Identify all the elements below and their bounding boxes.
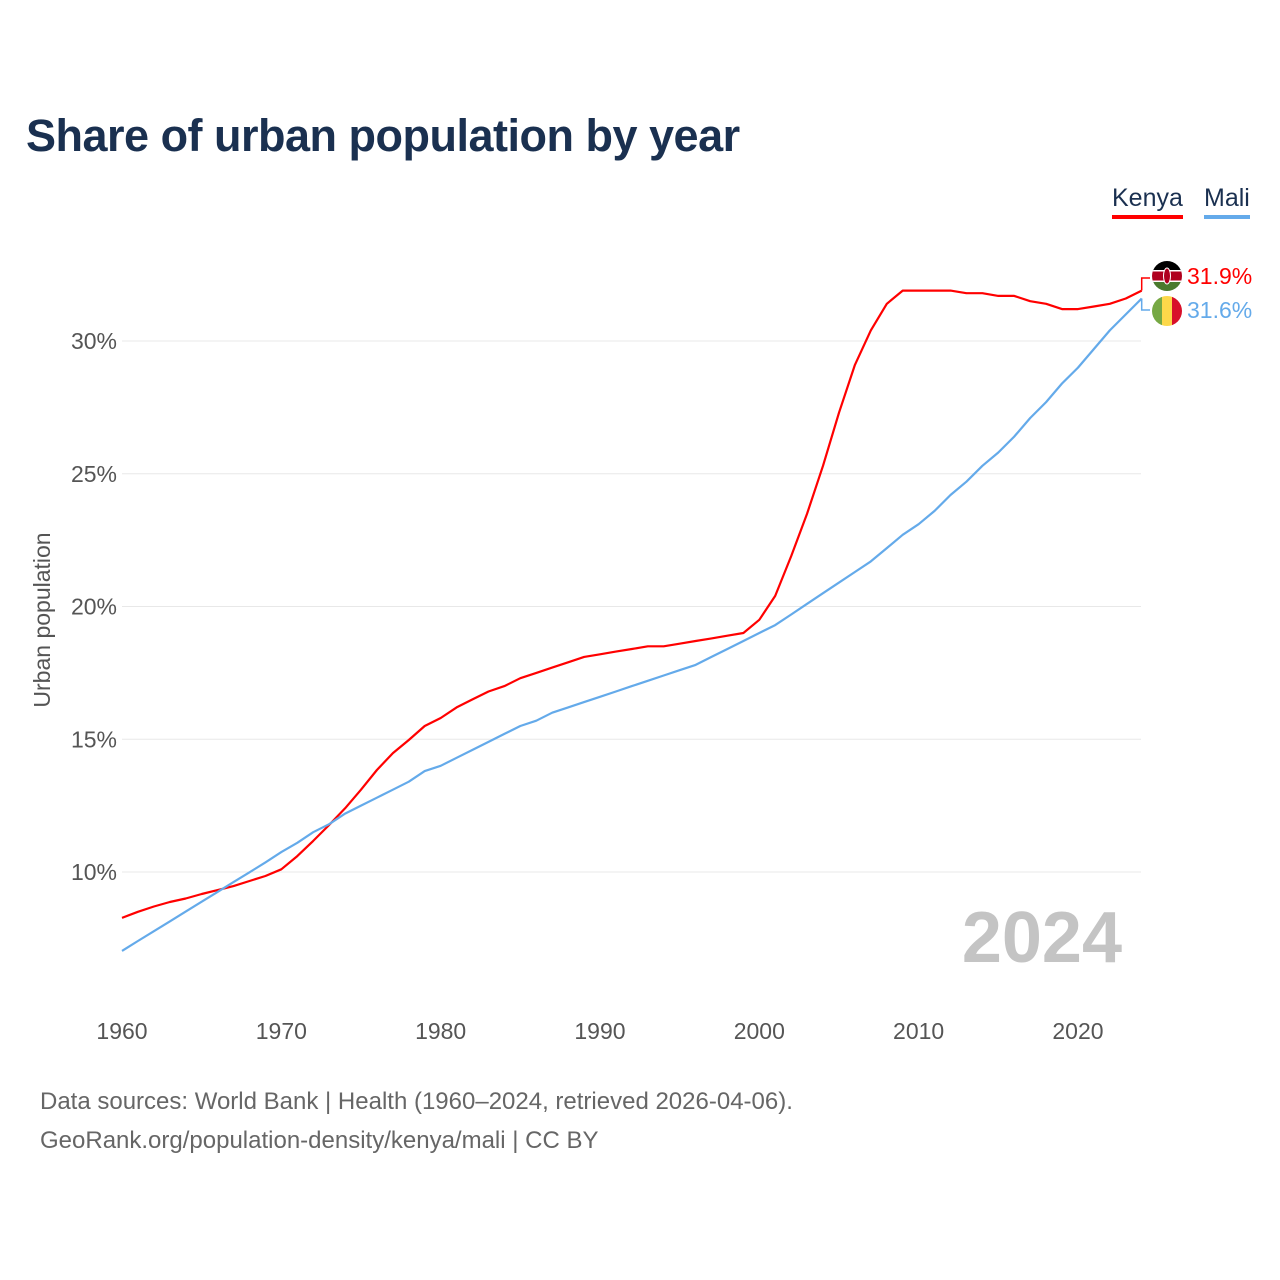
kenya-flag-icon [1152, 261, 1182, 291]
y-tick-label: 20% [71, 594, 117, 620]
x-tick-label: 2010 [893, 1018, 944, 1044]
y-tick-label: 25% [71, 461, 117, 487]
y-axis-ticks: 10% 15% 20% 25% 30% [71, 328, 117, 885]
gridlines [122, 340, 1141, 873]
y-tick-label: 15% [71, 726, 117, 752]
series-line-mali [121, 297, 1143, 952]
connector-mali [1140, 298, 1150, 311]
chart-title: Share of urban population by year [26, 110, 740, 161]
x-tick-label: 2020 [1052, 1018, 1103, 1044]
end-label-kenya: 31.9% [1187, 263, 1252, 289]
legend-item-mali[interactable]: Mali [1204, 184, 1250, 219]
series-lines [121, 277, 1150, 952]
y-tick-label: 10% [71, 859, 117, 885]
x-tick-label: 1980 [415, 1018, 466, 1044]
footer-attribution: GeoRank.org/population-density/kenya/mal… [40, 1127, 599, 1154]
mali-flag-icon [1152, 296, 1182, 326]
connector-kenya [1140, 277, 1150, 291]
x-axis-ticks: 1960 1970 1980 1990 2000 2010 2020 [96, 1018, 1103, 1044]
series-line-kenya [121, 289, 1143, 919]
end-label-mali: 31.6% [1187, 297, 1252, 323]
y-tick-label: 30% [71, 328, 117, 354]
x-tick-label: 2000 [734, 1018, 785, 1044]
legend-item-kenya[interactable]: Kenya [1112, 184, 1183, 219]
x-tick-label: 1990 [574, 1018, 625, 1044]
year-watermark: 2024 [962, 898, 1122, 978]
y-axis-label: Urban population [29, 532, 55, 707]
x-tick-label: 1970 [256, 1018, 307, 1044]
footer-sources: Data sources: World Bank | Health (1960–… [40, 1088, 793, 1115]
x-tick-label: 1960 [96, 1018, 147, 1044]
